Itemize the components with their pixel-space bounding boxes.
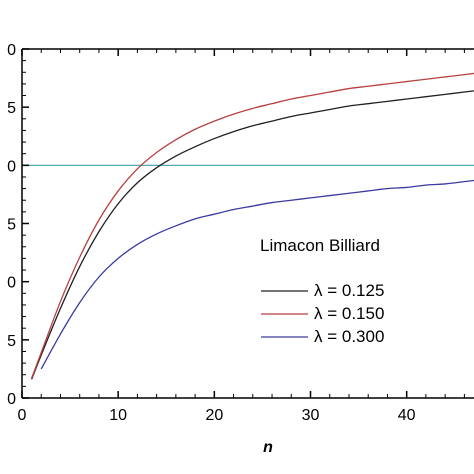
y-tick-label: 5 — [7, 217, 16, 234]
legend-label-3: λ = 0.300 — [314, 327, 384, 346]
y-tick-label: 0 — [7, 158, 16, 175]
chart-annotation: Limacon Billiard — [260, 236, 380, 255]
x-tick-label: 40 — [398, 407, 416, 424]
x-axis-label: n — [263, 439, 273, 456]
x-tick-label: 20 — [205, 407, 223, 424]
legend-label-1: λ = 0.125 — [314, 281, 384, 300]
series-layer — [31, 72, 474, 380]
y-tick-label: 0 — [7, 42, 16, 59]
y-tick-label: 0 — [7, 391, 16, 408]
series-line-2 — [31, 72, 474, 379]
x-tick-label: 0 — [18, 407, 27, 424]
axes-layer — [21, 48, 474, 399]
series-line-3 — [40, 179, 474, 370]
x-tick-label: 10 — [109, 407, 127, 424]
x-tick-label: 30 — [302, 407, 320, 424]
labels-layer: n — [263, 439, 273, 456]
y-tick-label: 5 — [7, 100, 16, 117]
y-tick-label: 0 — [7, 275, 16, 292]
series-line-1 — [31, 90, 474, 380]
y-tick-label: 5 — [7, 333, 16, 350]
legend-label-2: λ = 0.150 — [314, 304, 384, 323]
legend: λ = 0.125 λ = 0.150 λ = 0.300 — [261, 281, 384, 346]
